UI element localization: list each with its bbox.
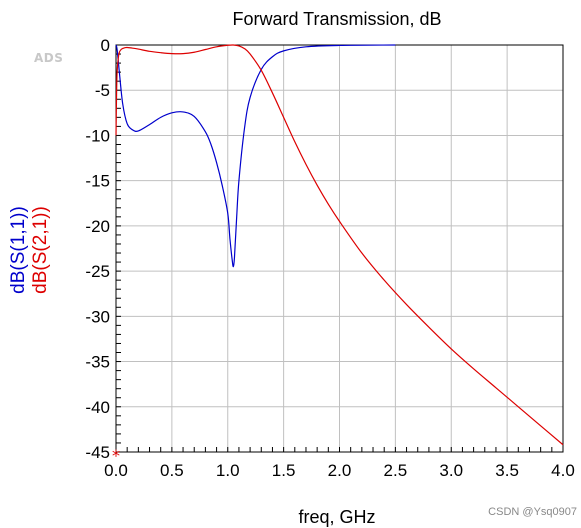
y-tick-label: -35 <box>85 353 110 372</box>
ads-logo: ADS <box>34 51 63 65</box>
y-axis-label-s21: dB(S(2,1)) <box>30 206 51 294</box>
chart-title: Forward Transmission, dB <box>232 9 441 29</box>
x-tick-label: 1.5 <box>272 461 296 480</box>
grid <box>115 44 564 453</box>
y-tick-label: -15 <box>85 172 110 191</box>
origin-marker: * <box>112 446 120 465</box>
y-tick-label: -25 <box>85 262 110 281</box>
x-tick-labels: 0.0 0.5 1.0 1.5 2.0 2.5 3.0 3.5 4.0 <box>104 461 575 480</box>
watermark: CSDN @Ysq0907 <box>488 506 577 518</box>
x-tick-label: 4.0 <box>551 461 575 480</box>
y-tick-label: -10 <box>85 126 110 145</box>
x-tick-label: 2.5 <box>384 461 408 480</box>
x-tick-label: 3.0 <box>439 461 463 480</box>
y-tick-label: -45 <box>85 443 110 462</box>
y-tick-label: -5 <box>95 81 110 100</box>
y-tick-label: -30 <box>85 307 110 326</box>
x-tick-label: 2.0 <box>328 461 352 480</box>
y-tick-label: 0 <box>101 36 110 55</box>
y-tick-label: -40 <box>85 398 110 417</box>
y-tick-label: -20 <box>85 217 110 236</box>
x-tick-label: 0.5 <box>160 461 184 480</box>
x-tick-label: 1.0 <box>216 461 240 480</box>
y-tick-labels: 0 -5 -10 -15 -20 -25 -30 -35 -40 -45 <box>85 36 110 462</box>
series-layer: * <box>112 44 564 465</box>
x-axis-label: freq, GHz <box>298 507 375 527</box>
x-tick-label: 0.0 <box>104 461 128 480</box>
series-line-s11 <box>115 44 396 268</box>
y-axis-label-s11: dB(S(1,1)) <box>8 206 29 294</box>
series-line-s21 <box>115 44 564 446</box>
x-tick-label: 3.5 <box>495 461 519 480</box>
